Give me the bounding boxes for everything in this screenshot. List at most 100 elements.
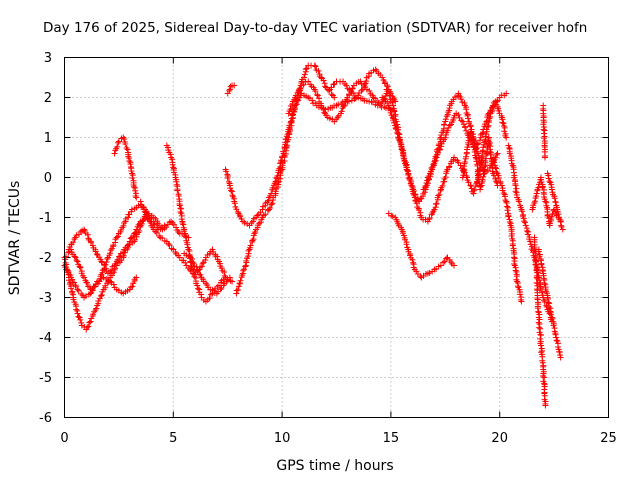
data-point xyxy=(552,199,559,206)
data-point xyxy=(75,287,82,294)
data-point xyxy=(78,270,85,277)
data-point xyxy=(107,278,114,285)
data-point xyxy=(259,206,266,213)
data-point xyxy=(177,208,184,215)
data-point xyxy=(113,234,120,241)
data-point xyxy=(104,255,111,262)
data-point xyxy=(266,206,273,213)
data-point xyxy=(101,261,108,268)
data-point xyxy=(495,175,502,182)
series-arc-e xyxy=(111,134,140,201)
data-point xyxy=(311,62,318,69)
data-point xyxy=(289,101,296,108)
data-point xyxy=(98,292,105,299)
data-point xyxy=(538,342,545,349)
data-point xyxy=(505,213,512,220)
data-point xyxy=(460,172,467,179)
series-arc-o xyxy=(383,86,501,205)
data-point xyxy=(108,267,115,274)
data-point xyxy=(431,158,438,165)
y-tick-label: 3 xyxy=(44,51,52,66)
data-point xyxy=(499,187,506,194)
data-point xyxy=(175,192,182,199)
data-point xyxy=(424,177,431,184)
data-point xyxy=(269,200,276,207)
data-point xyxy=(513,273,520,280)
data-point xyxy=(74,258,81,265)
data-point xyxy=(254,212,261,219)
data-point xyxy=(541,154,548,161)
data-point xyxy=(422,182,429,189)
data-point xyxy=(315,67,322,74)
data-point xyxy=(493,151,500,158)
data-point xyxy=(286,126,293,133)
data-point xyxy=(538,179,545,186)
data-point xyxy=(267,193,274,200)
data-point xyxy=(120,249,127,256)
data-point xyxy=(267,205,274,212)
data-point xyxy=(517,291,524,298)
data-point xyxy=(458,96,465,103)
data-point xyxy=(389,99,396,106)
data-point xyxy=(424,174,431,181)
data-point xyxy=(242,263,249,270)
data-point xyxy=(190,260,197,267)
data-point xyxy=(492,164,499,171)
data-point xyxy=(214,253,221,260)
x-tick-labels: 0 5 10 15 20 25 xyxy=(60,431,616,446)
data-point xyxy=(514,278,521,285)
data-point xyxy=(533,274,540,281)
data-point xyxy=(412,191,419,198)
data-point xyxy=(104,280,111,287)
y-axis-label: SDTVAR / TECUs xyxy=(7,181,23,296)
data-point xyxy=(196,271,203,278)
data-point xyxy=(536,253,543,260)
data-point xyxy=(518,298,525,305)
data-point xyxy=(127,235,134,242)
data-point xyxy=(122,218,129,225)
data-point xyxy=(483,118,490,125)
data-point xyxy=(231,82,238,89)
data-point xyxy=(135,229,142,236)
data-point xyxy=(498,182,505,189)
data-point xyxy=(121,135,128,142)
data-point xyxy=(312,88,319,95)
data-point xyxy=(93,305,100,312)
data-point xyxy=(500,120,507,127)
data-point xyxy=(147,219,154,226)
series-arc-s xyxy=(490,154,525,305)
data-point xyxy=(228,188,235,195)
data-point xyxy=(428,165,435,172)
data-point xyxy=(473,158,480,165)
x-tick-label: 5 xyxy=(169,431,177,446)
data-point xyxy=(140,217,147,224)
y-tick-label: -6 xyxy=(39,411,52,426)
data-point xyxy=(81,226,88,233)
data-point xyxy=(96,295,103,302)
data-point xyxy=(120,134,127,141)
data-point xyxy=(426,269,433,276)
data-point xyxy=(217,286,224,293)
data-point xyxy=(503,134,510,141)
data-point xyxy=(70,296,77,303)
data-point xyxy=(363,78,370,85)
data-point xyxy=(433,200,440,207)
data-point xyxy=(84,231,91,238)
data-point xyxy=(471,186,478,193)
data-point xyxy=(510,254,517,261)
data-point xyxy=(470,187,477,194)
data-point xyxy=(540,370,547,377)
data-point xyxy=(451,262,458,269)
data-point xyxy=(545,299,552,306)
data-point xyxy=(251,230,258,237)
data-point xyxy=(249,237,256,244)
data-point xyxy=(228,187,235,194)
data-point xyxy=(550,322,557,329)
data-point xyxy=(72,254,79,261)
y-tick-label: -4 xyxy=(39,331,52,346)
data-point xyxy=(227,83,234,90)
data-point xyxy=(237,277,244,284)
data-point xyxy=(463,127,470,134)
data-point xyxy=(179,220,186,227)
data-point xyxy=(331,94,338,101)
